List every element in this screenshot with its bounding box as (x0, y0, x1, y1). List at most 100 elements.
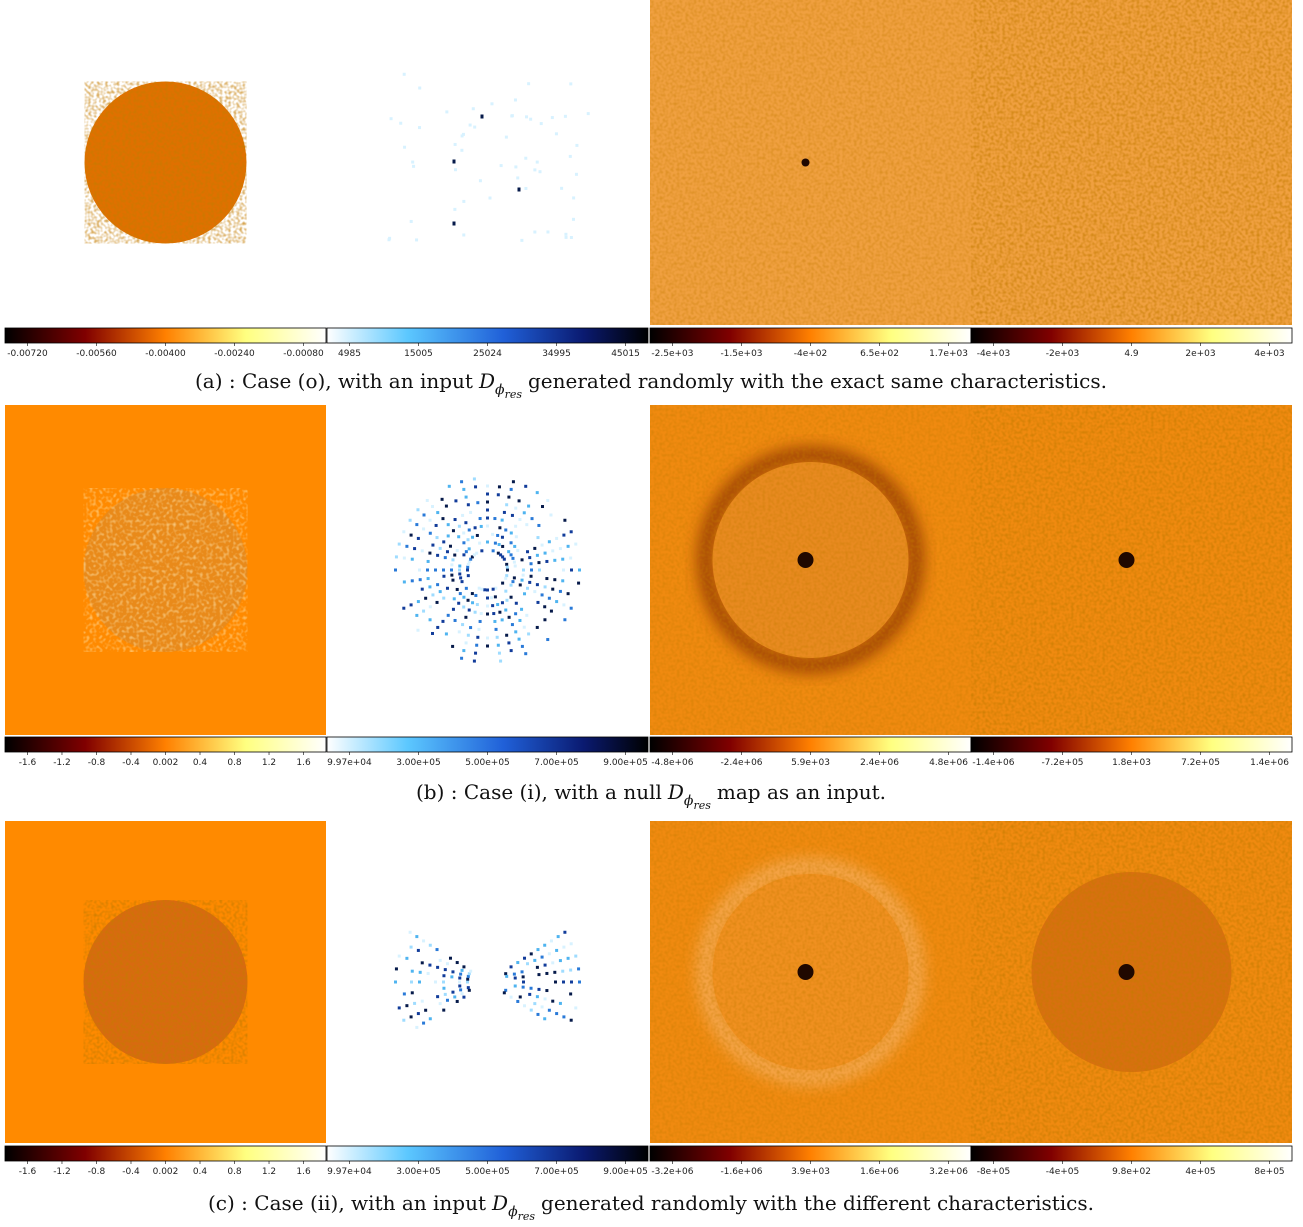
dot (547, 1008, 551, 1012)
colorbar-tick-label: 0.002 (153, 758, 179, 768)
dot (388, 236, 392, 240)
dot (431, 543, 435, 547)
caption: (b) : Case (i), with a null Dϕres map as a… (416, 780, 886, 812)
dot (509, 995, 513, 999)
dot (472, 477, 476, 481)
dot (569, 530, 573, 534)
dot (555, 1012, 559, 1016)
dot (466, 633, 470, 637)
dot (566, 592, 570, 596)
dot (538, 170, 542, 174)
dot (547, 596, 551, 600)
colorbar-tick-label: 9.00e+05 (603, 758, 648, 768)
dot (458, 568, 461, 572)
caption-label: (a) : Case (o), with an input (195, 369, 473, 393)
dot (486, 612, 489, 616)
dot (562, 603, 566, 607)
caption-rest: map as an input. (717, 780, 886, 804)
dot (460, 580, 464, 584)
dot (545, 577, 549, 581)
dot (569, 236, 573, 240)
colorbar-tick-label: 3.00e+05 (396, 758, 441, 768)
dot (504, 528, 508, 532)
dot (540, 543, 544, 547)
dot (434, 523, 438, 527)
dot (493, 541, 497, 545)
dot (537, 561, 541, 565)
dot (553, 970, 557, 974)
dot (428, 605, 432, 609)
dot (500, 601, 504, 605)
dot (511, 580, 515, 584)
dot (469, 510, 473, 514)
dot (486, 588, 489, 592)
colorbar-tick-label: 1.2 (262, 1167, 276, 1177)
image-noise (650, 821, 971, 1143)
dot (501, 544, 505, 548)
dot (402, 1018, 406, 1022)
dot (451, 644, 455, 648)
dot (466, 977, 470, 981)
dot (486, 508, 489, 512)
colorbar (970, 1145, 1293, 1162)
dot (556, 935, 560, 939)
dot (468, 123, 472, 127)
dot (512, 972, 516, 976)
dot (528, 992, 532, 996)
dot (533, 168, 537, 172)
dot (447, 484, 451, 488)
dot (524, 484, 528, 488)
dot (424, 1008, 428, 1012)
dot (488, 196, 492, 200)
dot (478, 619, 482, 623)
colorbar-tick-label: 7.00e+05 (534, 758, 579, 768)
dot (405, 544, 409, 548)
colorbar-tick-label: 7.00e+05 (534, 1167, 579, 1177)
dot (510, 623, 514, 627)
dot (543, 1017, 547, 1021)
dot (507, 615, 511, 619)
dot (461, 623, 465, 627)
dot (445, 586, 449, 590)
dot (535, 583, 539, 587)
dot (541, 505, 545, 509)
dot (453, 207, 457, 211)
dot (498, 526, 502, 530)
caption-sub: ϕ (508, 1204, 518, 1220)
dot (486, 516, 489, 520)
dot (499, 164, 503, 168)
dot (460, 968, 464, 972)
dot (540, 1005, 544, 1009)
colorbar-tick-label: -1.6 (19, 1167, 37, 1177)
dot (410, 557, 414, 561)
dot (514, 612, 518, 616)
dot (418, 980, 421, 984)
dot (453, 995, 457, 999)
dot (418, 568, 421, 572)
dot (562, 533, 566, 537)
dot (537, 987, 541, 991)
dot (546, 498, 550, 502)
dot (472, 659, 476, 663)
dot (469, 969, 473, 973)
colorbar-tick-label: -0.4 (122, 758, 140, 768)
dot (389, 117, 393, 121)
dot (569, 992, 573, 996)
colorbar-tick-label: -2e+03 (1046, 349, 1080, 359)
dot (486, 596, 489, 600)
dot (504, 135, 508, 139)
dot (491, 549, 495, 553)
dot (457, 535, 461, 539)
dot (445, 110, 449, 114)
dot (445, 550, 449, 554)
dot (569, 968, 573, 972)
colorbar-tick-label: -1.2 (53, 758, 71, 768)
dot (486, 524, 489, 528)
dot (535, 553, 539, 557)
colorbar-tick-label: 3.2e+06 (929, 1167, 968, 1177)
dot (533, 958, 537, 962)
dot (462, 531, 466, 535)
dot (438, 1002, 442, 1006)
dot (410, 579, 414, 583)
